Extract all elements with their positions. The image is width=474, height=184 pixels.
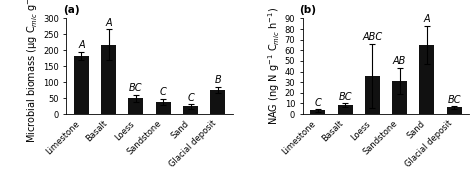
Bar (392, 81, 407, 114)
Text: AB: AB (393, 56, 406, 66)
Bar (183, 106, 198, 114)
Bar (337, 105, 353, 114)
Text: C: C (314, 98, 321, 108)
Bar (419, 45, 435, 114)
Bar (101, 45, 116, 114)
Bar (210, 90, 225, 114)
Bar (74, 56, 89, 114)
Text: BC: BC (129, 83, 143, 93)
Bar (128, 98, 144, 114)
Text: A: A (105, 18, 112, 28)
Bar (310, 110, 325, 114)
Y-axis label: NAG (ng N g$^{-1}$ C$_{mic}$ h$^{-1}$): NAG (ng N g$^{-1}$ C$_{mic}$ h$^{-1}$) (266, 7, 282, 125)
Text: BC: BC (338, 92, 352, 102)
Text: C: C (160, 87, 167, 97)
Y-axis label: Microbial biomass (μg C$_{mic}$ g$^{-1}$): Microbial biomass (μg C$_{mic}$ g$^{-1}$… (24, 0, 40, 143)
Bar (156, 102, 171, 114)
Text: ABC: ABC (362, 32, 383, 42)
Text: A: A (424, 14, 430, 24)
Text: (b): (b) (300, 5, 317, 15)
Text: BC: BC (447, 95, 461, 105)
Text: C: C (187, 93, 194, 103)
Text: B: B (214, 75, 221, 85)
Text: A: A (78, 40, 85, 50)
Bar (447, 107, 462, 114)
Text: (a): (a) (63, 5, 80, 15)
Bar (365, 76, 380, 114)
